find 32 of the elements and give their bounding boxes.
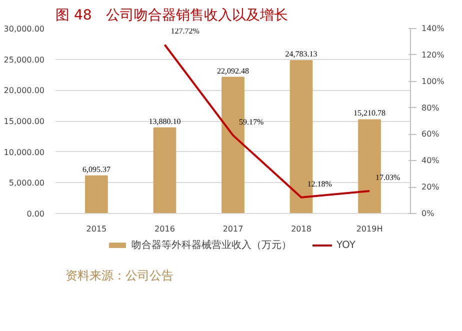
- data-label: 15,210.78: [354, 108, 386, 118]
- data-label: 6,095.37: [82, 164, 110, 174]
- y2-tick-label: 140%: [422, 24, 445, 33]
- y-tick-label: 25,000.00: [4, 55, 45, 64]
- text: 资料来源：公司公告: [66, 268, 174, 282]
- data-label: 24,783.13: [285, 50, 318, 59]
- y2-tick-label: 60%: [422, 130, 440, 139]
- y-tick-label: 15,000.00: [4, 117, 45, 126]
- bar: [85, 175, 108, 214]
- y-tick-label: 5,000.00: [8, 178, 44, 188]
- y2-tick-label: 0%: [422, 209, 435, 218]
- chart-title: 图 48 公司吻合器销售收入以及增长: [56, 8, 288, 24]
- y2-tick-label: 20%: [422, 182, 440, 192]
- y-tick-label: 30,000.00: [4, 24, 45, 34]
- x-tick-label: 2018: [291, 224, 312, 234]
- y2-tick-label: 40%: [422, 156, 440, 166]
- x-tick-label: 2016: [154, 224, 175, 234]
- y2-tick-label: 100%: [422, 76, 445, 86]
- data-label: 22,092.48: [217, 66, 249, 76]
- y2-tick-label: 120%: [422, 50, 445, 60]
- legend-label: 吻合器等外科器械营业收入（万元）: [132, 238, 292, 252]
- x-tick-label: 2019H: [356, 224, 383, 234]
- y-tick-label: 10,000.00: [4, 148, 45, 157]
- legend-label: YOY: [336, 240, 356, 250]
- x-tick-label: 2017: [222, 224, 244, 234]
- bar: [153, 127, 176, 214]
- data-label: 127.72%: [170, 26, 200, 36]
- y-tick-label: 20,000.00: [4, 86, 45, 96]
- y-tick-label: 0.00: [26, 210, 44, 218]
- data-label: 13,880.10: [148, 116, 181, 126]
- x-tick-label: 2015: [86, 224, 107, 234]
- y2-tick-label: 80%: [422, 103, 440, 112]
